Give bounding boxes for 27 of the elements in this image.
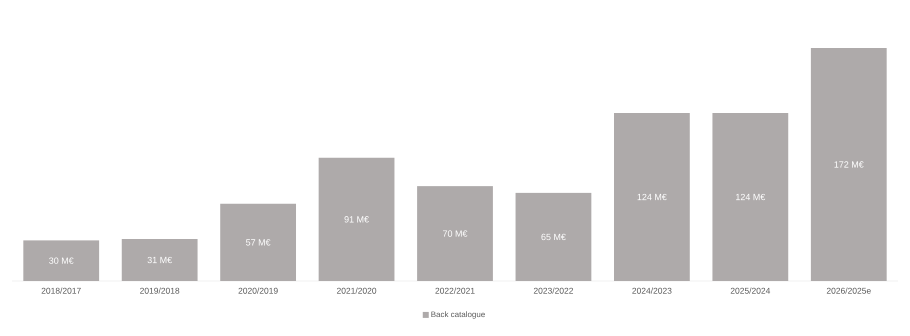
- x-tick-label: 2023/2022: [534, 288, 574, 294]
- bar: [614, 112, 690, 281]
- data-label: 31 M€: [148, 256, 172, 264]
- bar: [122, 238, 198, 281]
- data-label: 65 M€: [541, 234, 566, 240]
- bar: [318, 158, 394, 281]
- x-tick-label: 2026/2025e: [826, 288, 871, 294]
- data-label: 57 M€: [246, 239, 270, 246]
- bar: [220, 204, 296, 281]
- x-tick-label: 2025/2024: [730, 288, 770, 294]
- x-tick-label: 2022/2021: [435, 288, 475, 294]
- bar: [810, 48, 887, 281]
- data-label: 91 M€: [344, 216, 369, 223]
- x-tick-label: 2019/2018: [140, 288, 180, 294]
- bar: [417, 186, 493, 281]
- data-label: 124 M€: [638, 194, 667, 200]
- x-tick-label: 2024/2023: [632, 288, 672, 294]
- bar: [712, 112, 788, 281]
- bar: [23, 240, 100, 281]
- data-label: 70 M€: [442, 230, 468, 237]
- data-label: 30 M€: [49, 257, 74, 264]
- data-label: 124 M€: [736, 194, 766, 200]
- x-tick-label: 2021/2020: [336, 288, 376, 294]
- data-label: 172 M€: [834, 161, 864, 168]
- bar: [516, 192, 592, 281]
- x-tick-label: 2020/2019: [238, 288, 278, 294]
- x-tick-label: 2018/2017: [42, 288, 81, 294]
